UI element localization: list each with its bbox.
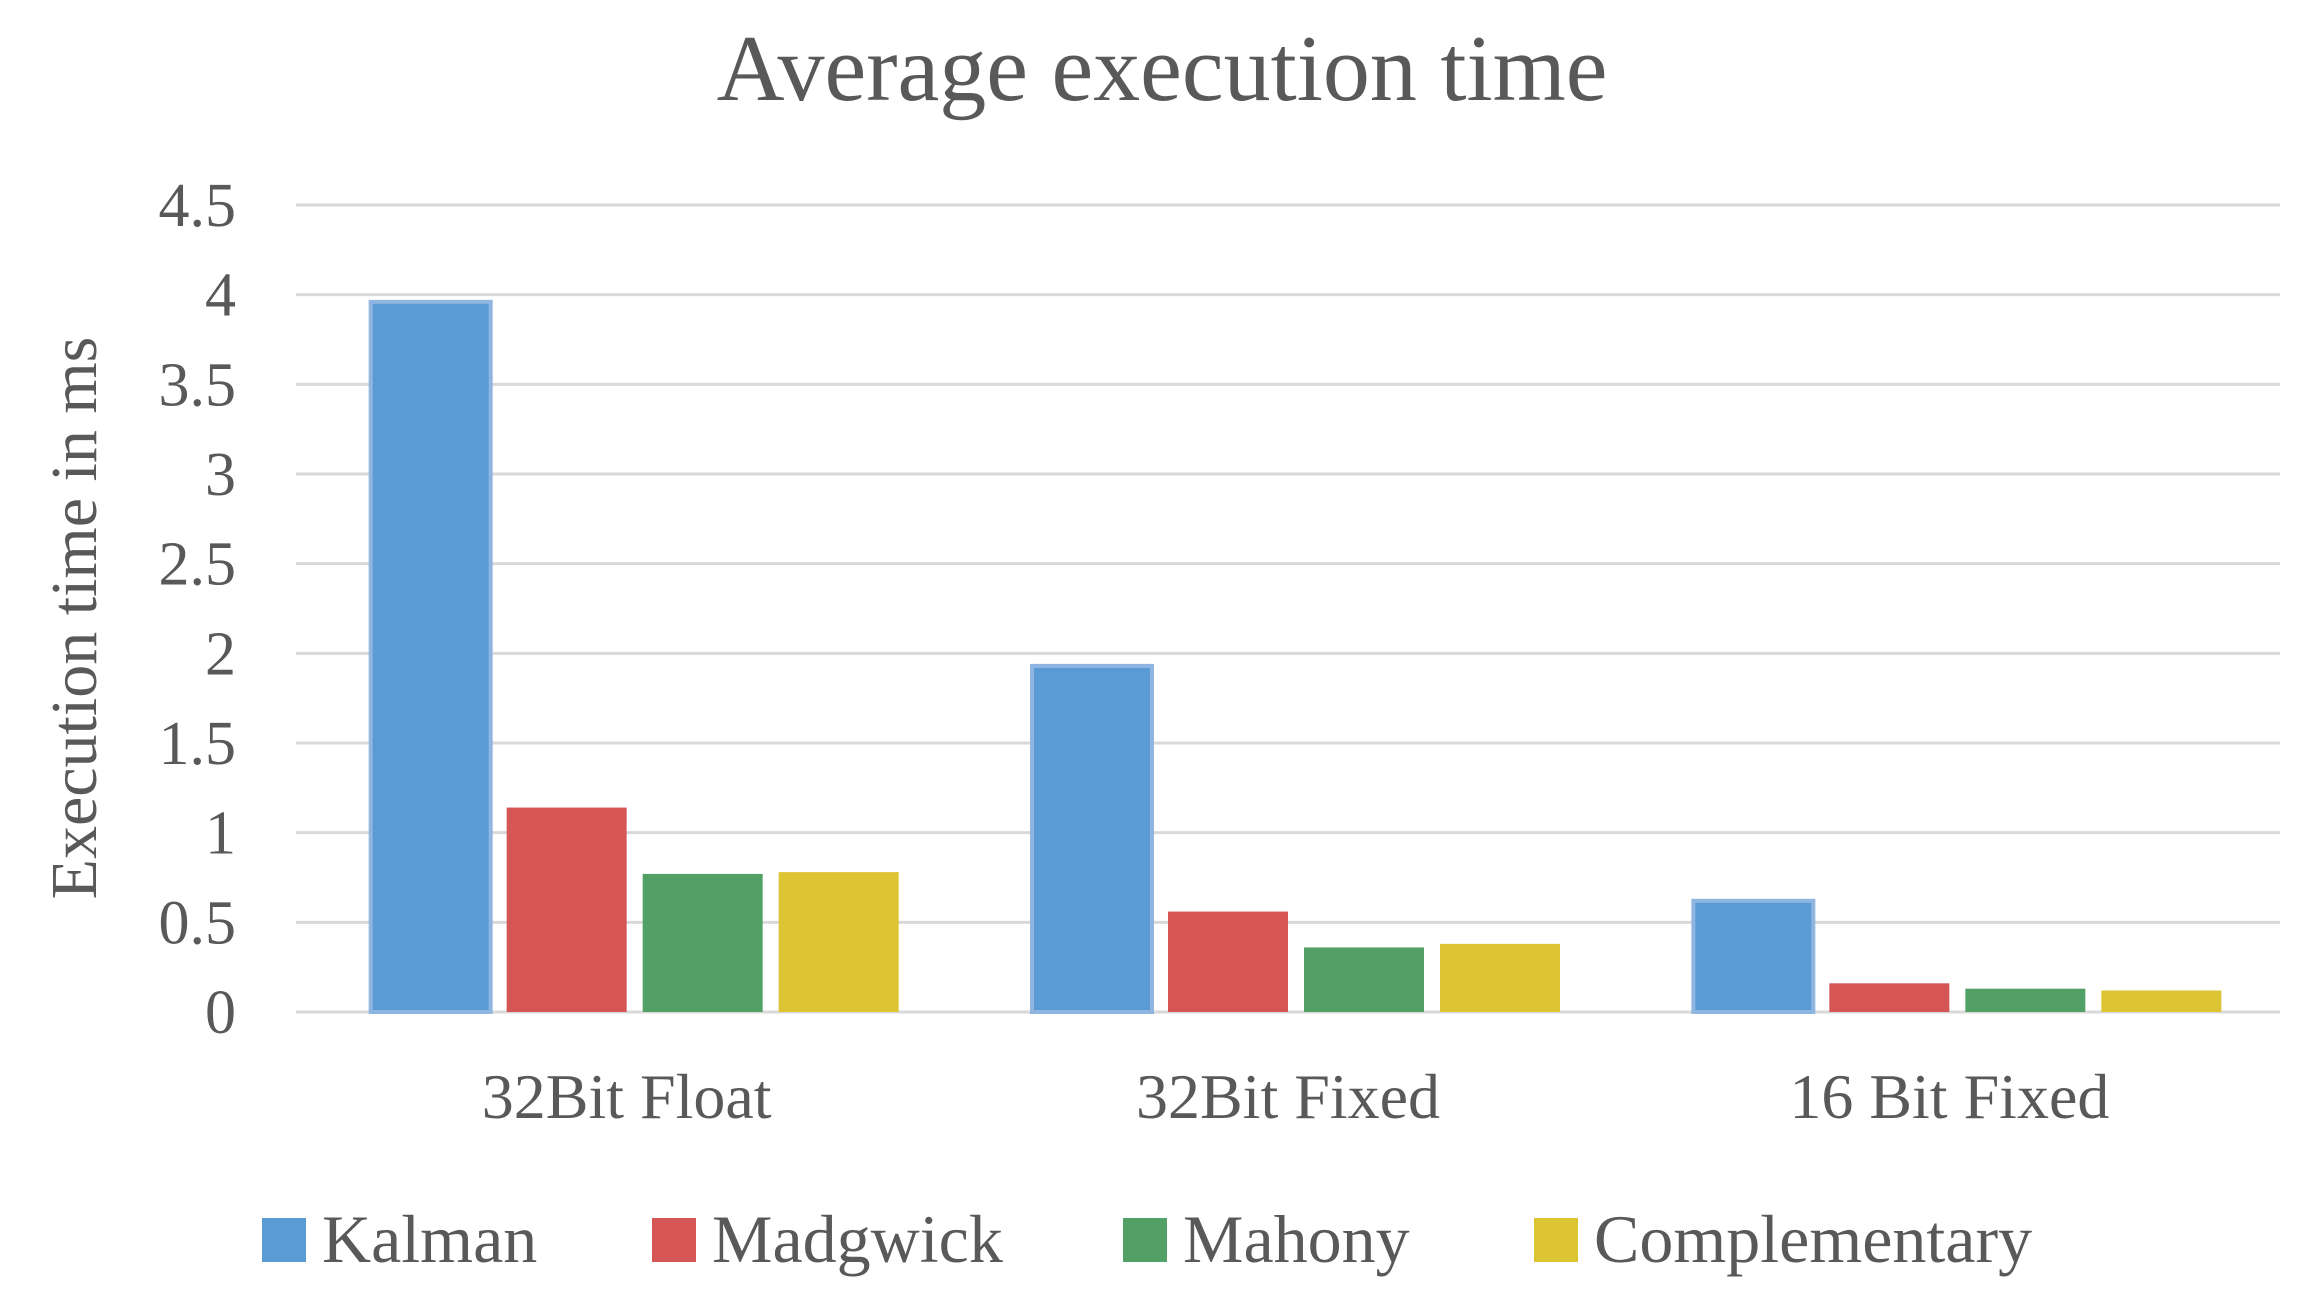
- y-tick-label: 1.5: [159, 710, 237, 778]
- gridlines: [296, 203, 2280, 1014]
- y-tick-label: 3: [205, 441, 236, 509]
- legend-label-complementary: Complementary: [1594, 1201, 2032, 1277]
- bar-complementary-1: [1440, 943, 1560, 1012]
- y-tick-label: 1: [205, 800, 236, 868]
- y-tick-label: 0.5: [159, 889, 237, 957]
- y-tick-label: 4: [205, 262, 236, 330]
- legend-label-madgwick: Madgwick: [712, 1201, 1003, 1277]
- y-tick-label: 2: [205, 620, 236, 688]
- legend-swatch-complementary: [1534, 1218, 1578, 1262]
- legend-label-mahony: Mahony: [1183, 1201, 1410, 1277]
- y-axis-title: Execution time in ms: [38, 337, 111, 900]
- x-category-label: 32Bit Fixed: [1136, 1061, 1440, 1132]
- legend-swatch-kalman: [262, 1218, 306, 1262]
- bar-madgwick-0: [506, 807, 627, 1012]
- y-tick-label: 2.5: [159, 531, 237, 599]
- bar-madgwick-2: [1829, 983, 1950, 1012]
- bar-mahony-2: [1965, 988, 2086, 1012]
- chart-title: Average execution time: [717, 17, 1608, 121]
- x-axis-categories: 32Bit Float 32Bit Fixed 16 Bit Fixed: [482, 1061, 2110, 1132]
- legend: Kalman Madgwick Mahony Complementary: [262, 1201, 2032, 1277]
- bar-kalman-1: [1030, 663, 1154, 1014]
- x-category-label: 16 Bit Fixed: [1789, 1061, 2109, 1132]
- bar-complementary-2: [2101, 990, 2222, 1012]
- legend-label-kalman: Kalman: [322, 1201, 537, 1277]
- bar-madgwick-1: [1168, 911, 1288, 1012]
- bars: [368, 299, 2222, 1015]
- x-category-label: 32Bit Float: [482, 1061, 772, 1132]
- bar-complementary-0: [778, 872, 899, 1012]
- y-axis-ticks: 0 0.5 1 1.5 2 2.5 3 3.5 4 4.5: [159, 172, 237, 1047]
- bar-kalman-2: [1691, 898, 1816, 1015]
- bar-mahony-1: [1304, 947, 1424, 1012]
- y-tick-label: 3.5: [159, 351, 237, 419]
- legend-swatch-mahony: [1123, 1218, 1167, 1262]
- bar-kalman-0: [368, 299, 493, 1014]
- bar-mahony-0: [642, 873, 763, 1012]
- y-tick-label: 4.5: [159, 172, 237, 240]
- y-tick-label: 0: [205, 979, 236, 1047]
- legend-swatch-madgwick: [652, 1218, 696, 1262]
